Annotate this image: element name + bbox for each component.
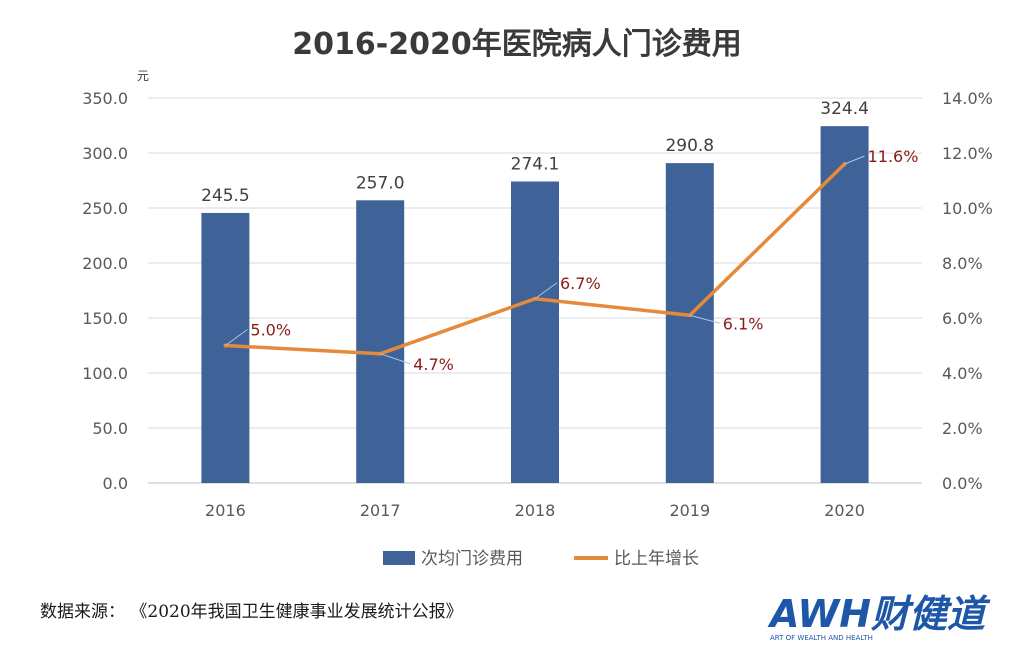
y-axis-unit-label: 元 — [137, 69, 149, 83]
y-tick-label: 0.0 — [103, 474, 128, 493]
bar — [665, 163, 714, 483]
bar — [511, 181, 559, 484]
growth-value-label: 5.0% — [250, 321, 291, 340]
bar — [356, 200, 405, 484]
x-tick-label: 2018 — [515, 501, 556, 520]
y-tick-label: 200.0 — [82, 254, 128, 273]
label-leader-line — [844, 155, 865, 165]
growth-value-label: 6.1% — [723, 314, 764, 333]
bar-value-label: 245.5 — [201, 186, 250, 206]
x-tick-label: 2016 — [205, 501, 246, 520]
y2-tick-label: 6.0% — [942, 309, 983, 328]
y2-tick-label: 12.0% — [942, 144, 993, 163]
x-tick-label: 2017 — [360, 501, 401, 520]
y2-tick-label: 0.0% — [942, 474, 983, 493]
growth-value-label: 11.6% — [868, 147, 919, 166]
y-tick-label: 100.0 — [82, 364, 128, 383]
y2-tick-label: 8.0% — [942, 254, 983, 273]
bar-value-label: 290.8 — [665, 136, 714, 156]
y2-tick-label: 10.0% — [942, 199, 993, 218]
bar-series — [201, 126, 869, 484]
y-tick-label: 300.0 — [82, 144, 128, 163]
logo-tagline: ART OF WEALTH AND HEALTH — [770, 634, 873, 642]
growth-value-label: 4.7% — [413, 355, 454, 374]
bar — [820, 126, 869, 483]
y2-tick-label: 2.0% — [942, 419, 983, 438]
source-note: 数据来源： 《2020年我国卫生健康事业发展统计公报》 — [40, 602, 463, 622]
bar-value-label: 274.1 — [511, 154, 560, 174]
growth-value-label: 6.7% — [560, 274, 601, 293]
data-labels: 245.5 257.0 274.1 290.8 324.4 5.0% 4.7% 6.7% 6.1… — [201, 99, 918, 374]
axes: 0.0 50.0 100.0 150.0 200.0 250.0 300.0 350.0 0.0… — [82, 89, 993, 520]
bar-value-label: 324.4 — [820, 99, 869, 119]
logo-mark: AWH财健道 — [767, 592, 991, 636]
x-tick-label: 2020 — [824, 501, 865, 520]
bar-value-label: 257.0 — [356, 173, 405, 193]
legend-label-line: 比上年增长 — [614, 549, 699, 569]
chart-title: 2016-2020年医院病人门诊费用 — [292, 27, 741, 62]
y-tick-label: 150.0 — [82, 309, 128, 328]
y2-tick-label: 4.0% — [942, 364, 983, 383]
label-leader-line — [534, 282, 558, 300]
y-tick-label: 350.0 — [82, 89, 128, 108]
legend: 次均门诊费用 比上年增长 — [383, 549, 699, 569]
brand-logo: AWH财健道 ART OF WEALTH AND HEALTH — [767, 592, 991, 642]
label-leader-line — [380, 353, 411, 365]
label-leader-line — [689, 314, 720, 324]
legend-swatch-bar — [383, 551, 415, 565]
y-tick-label: 250.0 — [82, 199, 128, 218]
y2-tick-label: 14.0% — [942, 89, 993, 108]
label-leader-line — [225, 329, 248, 346]
legend-label-bar: 次均门诊费用 — [421, 549, 523, 569]
x-tick-label: 2019 — [669, 501, 710, 520]
y-tick-label: 50.0 — [92, 419, 128, 438]
